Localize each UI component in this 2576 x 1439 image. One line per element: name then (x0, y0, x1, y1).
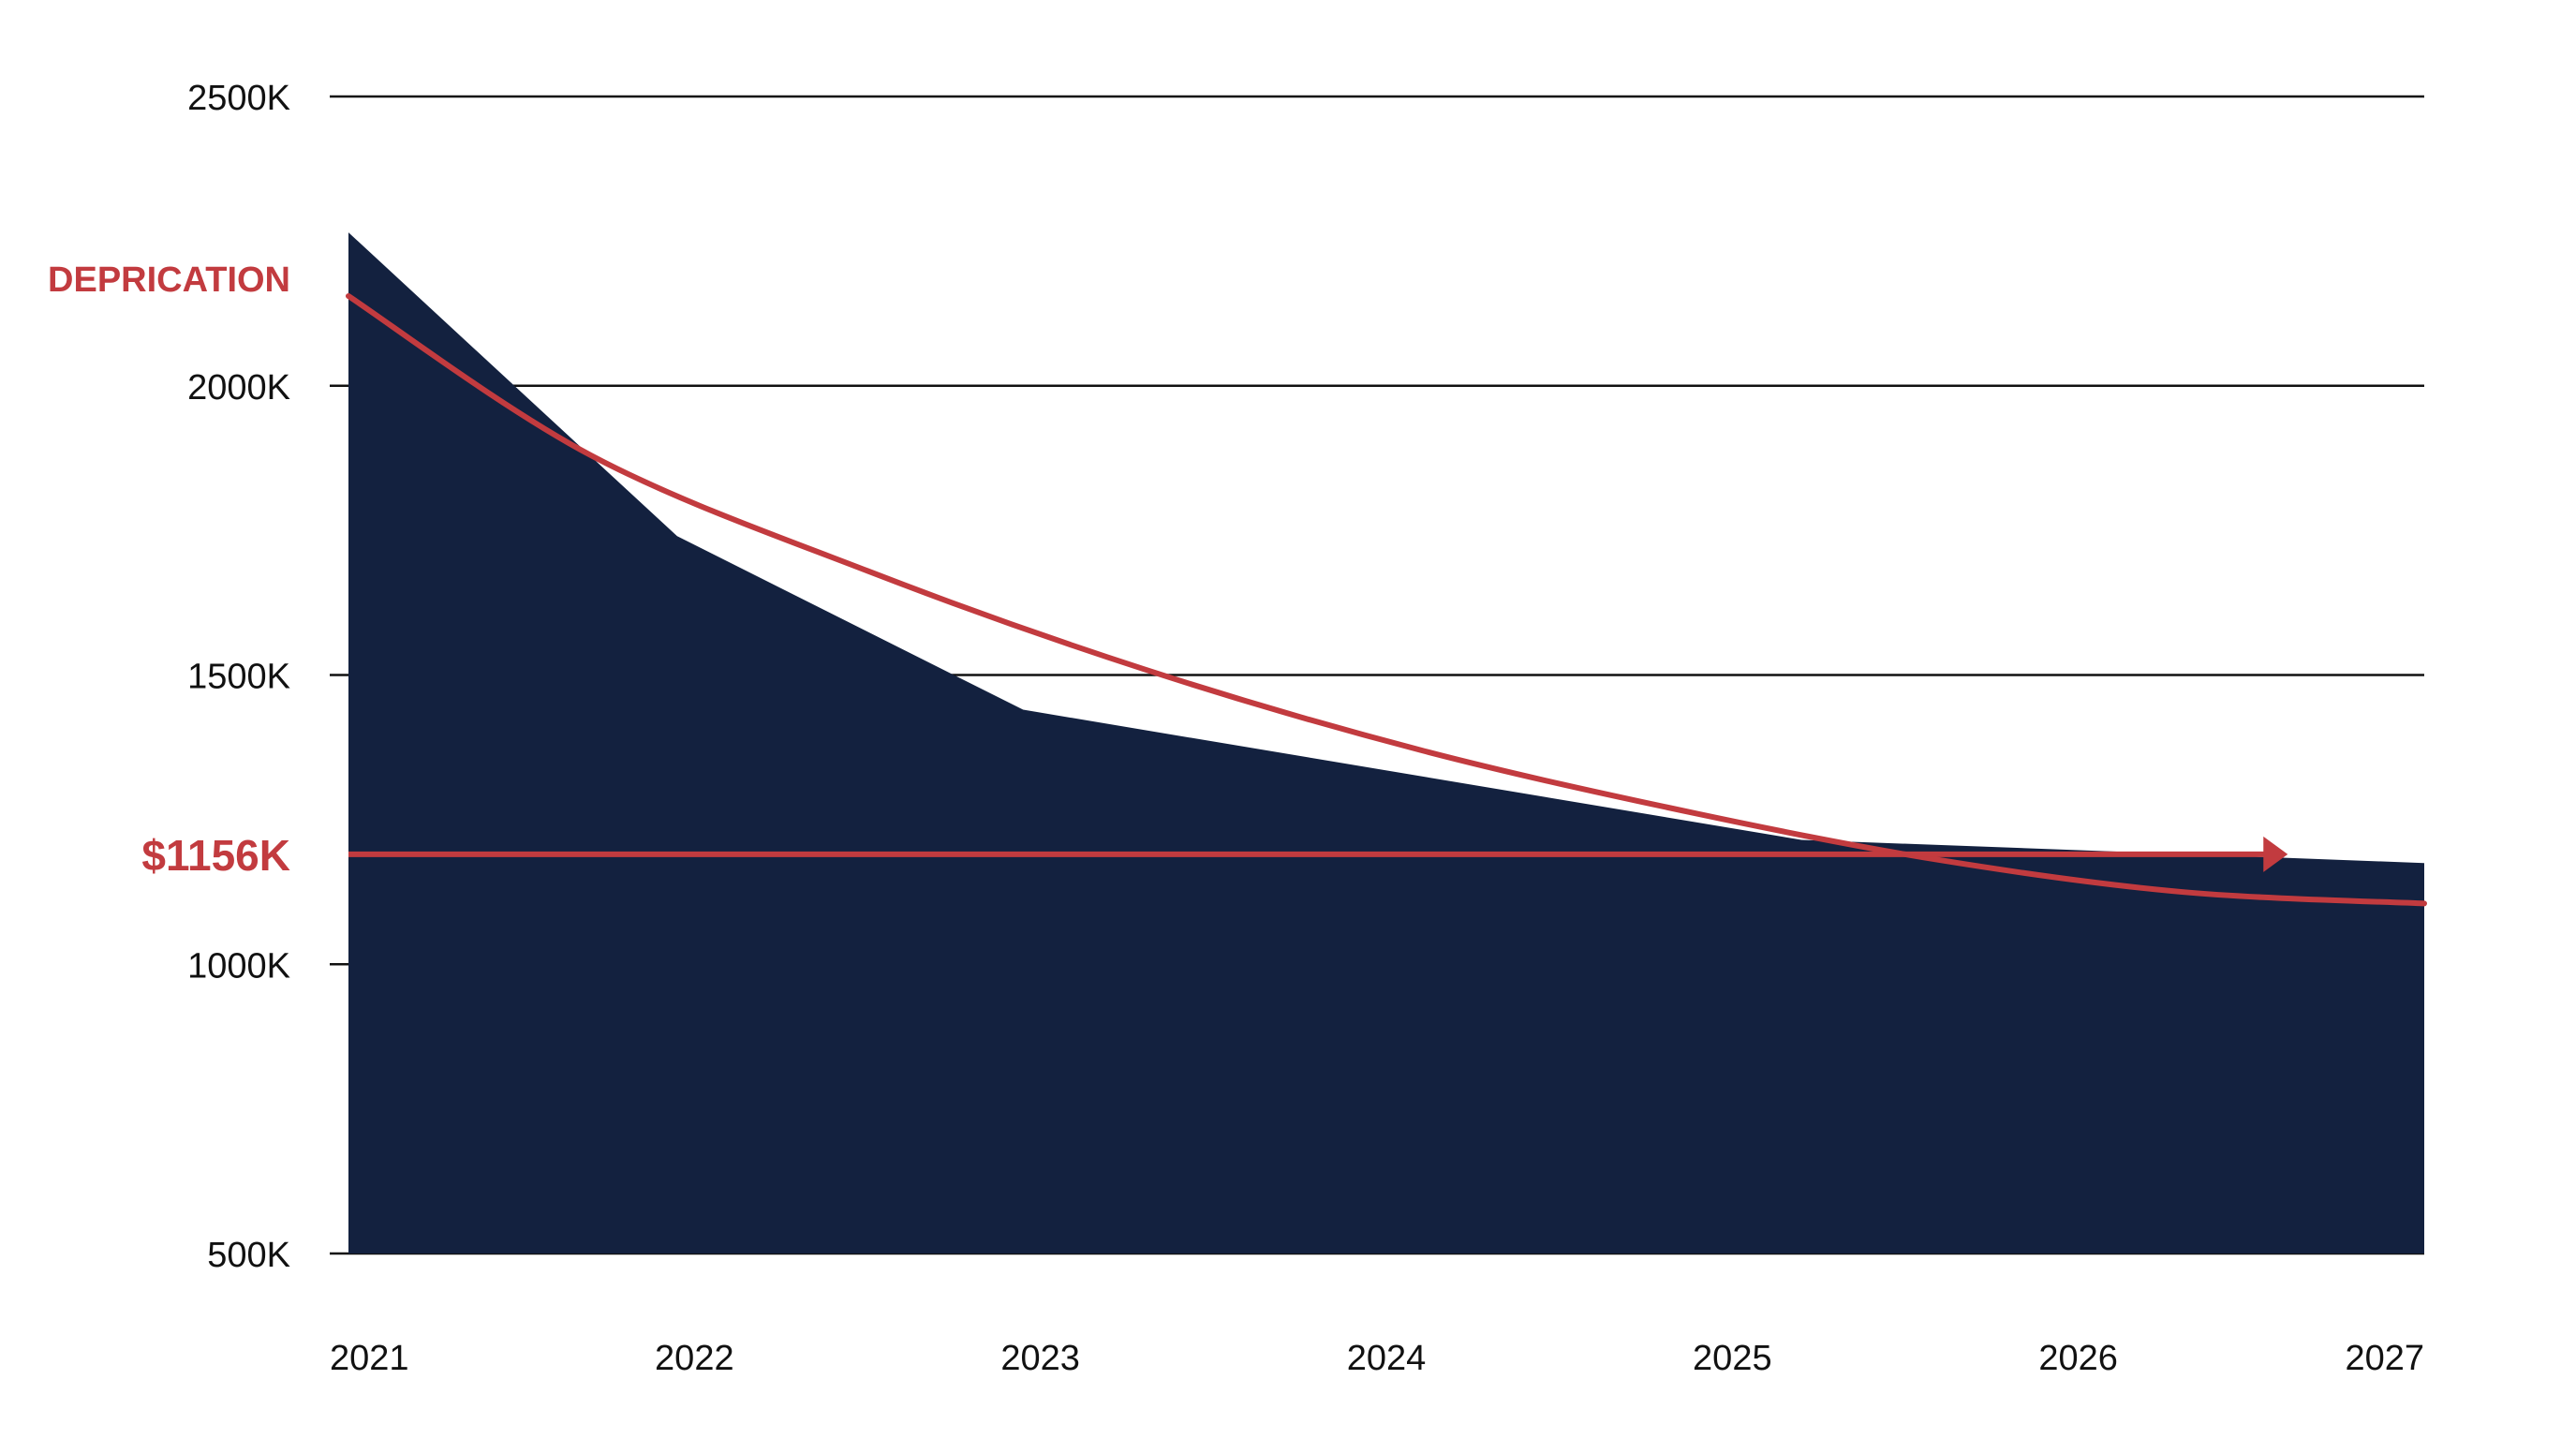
x-axis-ticks: 2021 2022 2023 2024 2025 2026 2027 (330, 1339, 2424, 1378)
x-tick-label: 2021 (330, 1339, 409, 1378)
y-tick-label: 1500K (187, 658, 290, 697)
x-tick-label: 2024 (1347, 1339, 1427, 1378)
depreciation-label: DEPRICATION (48, 260, 290, 300)
annotations: DEPRICATION $1156K (48, 260, 290, 880)
x-tick-label: 2027 (2345, 1339, 2424, 1378)
line-series (346, 293, 2427, 907)
area-fill (348, 232, 2424, 1254)
x-tick-label: 2023 (1000, 1339, 1080, 1378)
depreciation-curve (346, 293, 2427, 907)
reference-value-label: $1156K (141, 831, 290, 880)
y-tick-label: 500K (207, 1236, 290, 1275)
y-tick-label: 2000K (187, 368, 290, 408)
area-series (348, 232, 2424, 1254)
y-tick-label: 2500K (187, 79, 290, 118)
reference-arrowhead (2263, 836, 2288, 872)
x-tick-label: 2026 (2038, 1339, 2118, 1378)
x-tick-label: 2025 (1693, 1339, 1772, 1378)
y-axis-ticks: 2500K 2000K 1500K 1000K 500K (187, 79, 290, 1275)
x-tick-label: 2022 (655, 1339, 734, 1378)
y-tick-label: 1000K (187, 946, 290, 986)
